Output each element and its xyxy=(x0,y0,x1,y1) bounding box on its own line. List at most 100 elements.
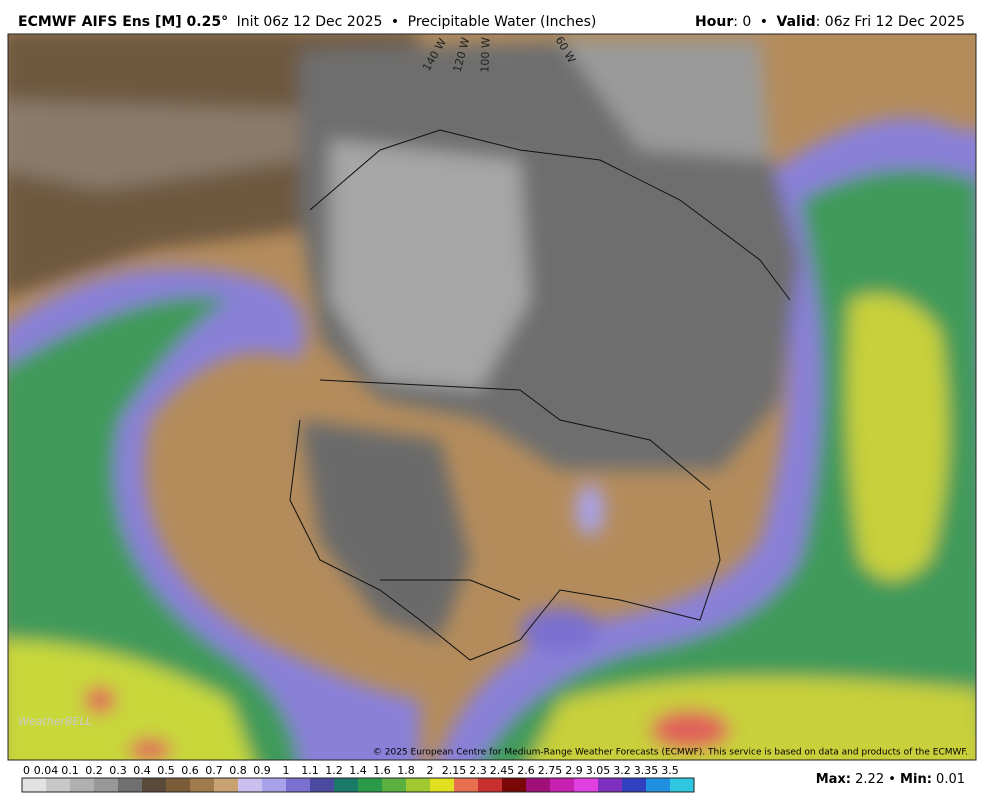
separator: • xyxy=(760,14,768,30)
high-moisture xyxy=(84,686,116,714)
colorbar-label: 0.8 xyxy=(229,764,247,777)
colorbar-label: 0.6 xyxy=(181,764,199,777)
colorbar-swatch xyxy=(406,778,430,792)
field-shading xyxy=(8,34,976,760)
colorbar-label: 0.7 xyxy=(205,764,223,777)
colorbar-frame xyxy=(21,777,695,793)
colorbar-swatch xyxy=(166,778,190,792)
header-right: Hour: 0 • Valid: 06z Fri 12 Dec 2025 xyxy=(695,14,965,30)
valid-time: : 06z Fri 12 Dec 2025 xyxy=(816,14,965,30)
separator: • xyxy=(391,14,399,30)
valid-label: Valid xyxy=(777,14,816,30)
colorbar-label: 0.04 xyxy=(34,764,59,777)
border xyxy=(319,379,711,491)
colorbar-swatch xyxy=(598,778,622,792)
colorbar-label: 2.6 xyxy=(517,764,535,777)
moist-band xyxy=(8,640,253,760)
colorbar-swatch xyxy=(478,778,502,792)
coastline xyxy=(289,419,721,661)
colorbar-label: 2.9 xyxy=(565,764,583,777)
colorbar-label: 1 xyxy=(283,764,290,777)
moist-band xyxy=(576,484,604,536)
separator: • xyxy=(888,772,896,787)
colorbar-label: 1.8 xyxy=(397,764,415,777)
colorbar-label: 2.75 xyxy=(538,764,563,777)
min-value: 0.01 xyxy=(936,772,965,787)
colorbar: 0 0.04 0.1 0.2 0.3 0.4 0.5 0.6 0.7 0.8 0.9 1 1.1 1.2 1… xyxy=(21,764,695,793)
colorbar-label: 2.15 xyxy=(442,764,467,777)
colorbar-swatch xyxy=(142,778,166,792)
map: WeatherBELL xyxy=(8,34,976,760)
colorbar-swatch xyxy=(70,778,94,792)
moist-band xyxy=(8,296,299,760)
colorbar-label: 3.2 xyxy=(613,764,631,777)
colorbar-label: 0.4 xyxy=(133,764,151,777)
map-frame xyxy=(7,33,977,761)
colorbar-swatch xyxy=(286,778,310,792)
max-value: 2.22 xyxy=(855,772,884,787)
colorbar-swatch xyxy=(262,778,286,792)
colorbar-label: 2.3 xyxy=(469,764,487,777)
colorbar-label: 2.45 xyxy=(490,764,515,777)
coastline xyxy=(309,129,791,301)
dry-region xyxy=(560,40,770,160)
colorbar-label: 3.35 xyxy=(634,764,659,777)
colorbar-swatch xyxy=(190,778,214,792)
colorbar-swatch xyxy=(382,778,406,792)
colorbar-swatch xyxy=(358,778,382,792)
colorbar-swatch xyxy=(622,778,646,792)
colorbar-label: 0.2 xyxy=(85,764,103,777)
colorbar-swatch xyxy=(574,778,598,792)
colorbar-swatch xyxy=(670,778,694,792)
moist-band xyxy=(530,677,976,760)
colorbar-swatch xyxy=(46,778,70,792)
model-name: ECMWF AIFS Ens [M] 0.25° xyxy=(18,14,228,30)
colorbar-label: 1.2 xyxy=(325,764,343,777)
min-label: Min: xyxy=(900,772,932,787)
border xyxy=(380,579,521,601)
dry-region xyxy=(330,140,530,390)
colorbar-label: 0.3 xyxy=(109,764,127,777)
colorbar-swatch xyxy=(454,778,478,792)
colorbar-swatch xyxy=(310,778,334,792)
colorbar-label: 3.05 xyxy=(586,764,611,777)
header-left: ECMWF AIFS Ens [M] 0.25° Init 06z 12 Dec… xyxy=(18,14,596,30)
high-moisture xyxy=(650,710,730,750)
init-time: Init 06z 12 Dec 2025 xyxy=(237,14,383,30)
dry-region xyxy=(8,100,300,190)
max-label: Max: xyxy=(816,772,851,787)
colorbar-swatch xyxy=(22,778,46,792)
colorbar-swatch xyxy=(238,778,262,792)
field-name: Precipitable Water (Inches) xyxy=(408,14,597,30)
hour-label: Hour xyxy=(695,14,733,30)
colorbar-swatch xyxy=(334,778,358,792)
colorbar-label: 0 xyxy=(23,764,30,777)
colorbar-label: 1.1 xyxy=(301,764,319,777)
colorbar-swatch xyxy=(94,778,118,792)
colorbar-swatch xyxy=(430,778,454,792)
moist-band xyxy=(846,294,948,580)
colorbar-label: 2 xyxy=(427,764,434,777)
logo: WeatherBELL xyxy=(18,715,92,728)
colorbar-swatch xyxy=(502,778,526,792)
colorbar-label: 1.6 xyxy=(373,764,391,777)
colorbar-swatch xyxy=(646,778,670,792)
dry-region xyxy=(300,420,470,640)
copyright: © 2025 European Centre for Medium-Range … xyxy=(373,748,968,758)
colorbar-label: 1.4 xyxy=(349,764,367,777)
high-moisture xyxy=(128,738,172,760)
boundaries xyxy=(289,129,791,661)
longitude-label: 100 W xyxy=(478,37,492,73)
footer-stats: Max: 2.22 • Min: 0.01 xyxy=(816,772,965,787)
moist-band xyxy=(520,608,600,652)
hour: : 0 xyxy=(733,14,751,30)
colorbar-swatch xyxy=(526,778,550,792)
colorbar-label: 3.5 xyxy=(661,764,679,777)
colorbar-swatch xyxy=(118,778,142,792)
colorbar-swatch xyxy=(550,778,574,792)
colorbar-label: 0.9 xyxy=(253,764,271,777)
colorbar-label: 0.5 xyxy=(157,764,175,777)
